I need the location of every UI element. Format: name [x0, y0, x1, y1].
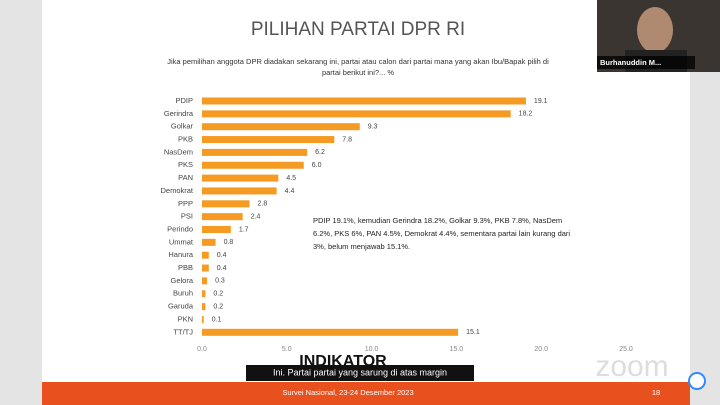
value-label: 19.1	[534, 98, 548, 105]
bar	[202, 238, 216, 246]
category-label: PDIP	[175, 96, 193, 105]
value-label: 0.4	[217, 252, 227, 259]
category-label: Ummat	[169, 237, 194, 246]
slide	[42, 0, 690, 405]
slide-title: PILIHAN PARTAI DPR RI	[251, 19, 465, 40]
value-label: 6.0	[312, 162, 322, 169]
bar	[202, 264, 209, 272]
bar	[202, 97, 526, 105]
bar	[202, 277, 208, 285]
category-label: Garuda	[168, 302, 194, 311]
value-label: 15.1	[466, 329, 480, 336]
value-label: 4.5	[286, 175, 296, 182]
category-label: PPP	[178, 199, 193, 208]
bar	[202, 303, 206, 311]
bar	[202, 213, 243, 221]
bar	[202, 123, 360, 131]
x-tick-label: 5.0	[282, 346, 292, 353]
value-label: 1.7	[239, 226, 249, 233]
value-label: 6.2	[315, 149, 325, 156]
webcam-person	[637, 7, 673, 53]
value-label: 2.8	[257, 201, 267, 208]
category-label: PSI	[181, 212, 193, 221]
x-tick-label: 0.0	[197, 346, 207, 353]
category-label: NasDem	[164, 147, 193, 156]
category-label: Gelora	[170, 276, 193, 285]
value-label: 2.4	[251, 213, 261, 220]
bar	[202, 251, 209, 259]
bar	[202, 328, 459, 336]
caption-box	[246, 365, 474, 381]
value-label: 0.8	[224, 239, 234, 246]
bar	[202, 187, 277, 195]
app-icon	[688, 372, 706, 390]
footer-text: Survei Nasional, 23-24 Desember 2023	[282, 388, 413, 397]
value-label: 7.8	[342, 136, 352, 143]
category-label: Gerindra	[164, 109, 194, 118]
bar	[202, 148, 308, 156]
bar	[202, 174, 279, 182]
category-label: Hanura	[168, 250, 193, 259]
category-label: PKS	[178, 160, 193, 169]
bar	[202, 110, 511, 118]
value-label: 0.1	[212, 316, 222, 323]
value-label: 0.2	[213, 303, 223, 310]
category-label: PKN	[178, 314, 193, 323]
bar	[202, 315, 204, 323]
footer-bar	[42, 382, 690, 405]
value-label: 4.4	[285, 188, 295, 195]
category-label: PBB	[178, 263, 193, 272]
x-tick-label: 25.0	[619, 346, 633, 353]
category-label: Demokrat	[160, 186, 193, 195]
category-label: Golkar	[171, 122, 194, 131]
annotation-line: 6.2%, PKS 6%, PAN 4.5%, Demokrat 4.4%, s…	[313, 229, 570, 238]
category-label: PAN	[178, 173, 193, 182]
question-line: partai berikut ini?... %	[322, 68, 394, 77]
category-label: Buruh	[173, 289, 193, 298]
value-label: 18.2	[519, 111, 533, 118]
value-label: 0.3	[215, 278, 225, 285]
bar	[202, 226, 231, 233]
page-number: 18	[652, 388, 660, 397]
value-label: 0.4	[217, 265, 227, 272]
category-label: TT/TJ	[173, 327, 193, 336]
zoom-watermark: zoom	[595, 350, 668, 383]
bar	[202, 136, 335, 144]
value-label: 0.2	[213, 291, 223, 298]
bar	[202, 161, 304, 169]
category-label: Perindo	[167, 224, 193, 233]
annotation-line: PDIP 19.1%, kemudian Gerindra 18.2%, Gol…	[313, 216, 562, 225]
value-label: 9.3	[368, 124, 378, 131]
caption: Ini. Partai partai yang sarung di atas m…	[273, 367, 447, 377]
participant-name: Burhanuddin M...	[600, 58, 661, 67]
annotation-line: 3%, belum menjawab 15.1%.	[313, 242, 410, 251]
x-tick-label: 10.0	[365, 346, 379, 353]
bar	[202, 200, 250, 208]
category-label: PKB	[178, 135, 193, 144]
bar	[202, 290, 206, 298]
x-tick-label: 20.0	[534, 346, 548, 353]
x-tick-label: 15.0	[450, 346, 464, 353]
question-line: Jika pemilihan anggota DPR diadakan seka…	[167, 57, 549, 66]
name-tag	[597, 56, 695, 69]
